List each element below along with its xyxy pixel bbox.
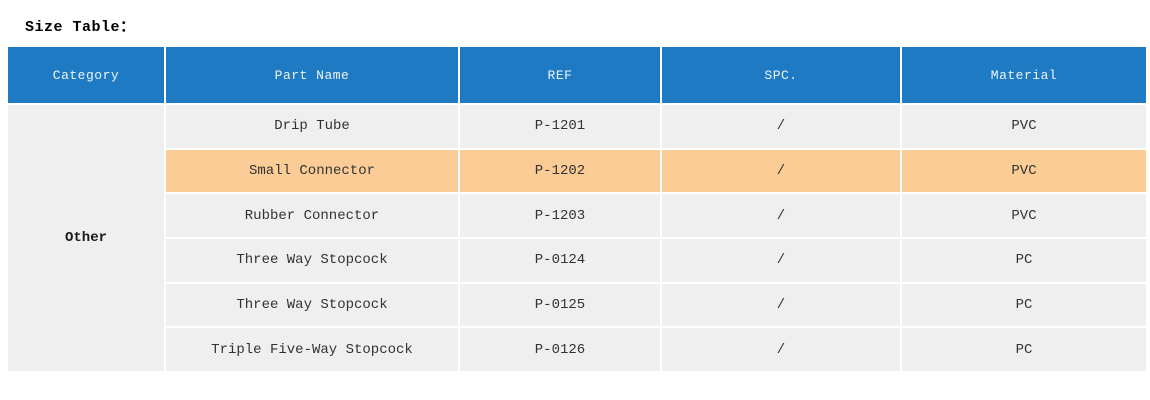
- column-header-ref: REF: [460, 47, 660, 103]
- cell-material: PVC: [902, 105, 1146, 148]
- cell-part-name: Drip Tube: [166, 105, 458, 148]
- cell-spc: /: [662, 283, 900, 327]
- cell-part-name: Small Connector: [166, 149, 458, 193]
- cell-material: PC: [902, 239, 1146, 282]
- cell-spc: /: [662, 239, 900, 282]
- cell-spc: /: [662, 149, 900, 193]
- cell-spc: /: [662, 328, 900, 372]
- column-header-part-name: Part Name: [166, 47, 458, 103]
- cell-material: PVC: [902, 194, 1146, 238]
- cell-spc: /: [662, 105, 900, 148]
- cell-ref: P-1201: [460, 105, 660, 148]
- cell-spc: /: [662, 194, 900, 238]
- cell-ref: P-0124: [460, 239, 660, 282]
- column-header-spc: SPC.: [662, 47, 900, 103]
- cell-material: PVC: [902, 149, 1146, 193]
- page-title: Size Table：: [25, 19, 136, 36]
- column-header-material: Material: [902, 47, 1146, 103]
- cell-part-name: Three Way Stopcock: [166, 239, 458, 282]
- column-header-category: Category: [8, 47, 164, 103]
- cell-ref: P-1202: [460, 149, 660, 193]
- cell-part-name: Rubber Connector: [166, 194, 458, 238]
- cell-ref: P-0126: [460, 328, 660, 372]
- cell-ref: P-1203: [460, 194, 660, 238]
- cell-material: PC: [902, 328, 1146, 372]
- cell-part-name: Three Way Stopcock: [166, 283, 458, 327]
- cell-material: PC: [902, 283, 1146, 327]
- category-cell: Other: [8, 105, 164, 372]
- size-table: Category Part Name REF SPC. Material Oth…: [8, 47, 1146, 372]
- cell-part-name: Triple Five-Way Stopcock: [166, 328, 458, 372]
- cell-ref: P-0125: [460, 283, 660, 327]
